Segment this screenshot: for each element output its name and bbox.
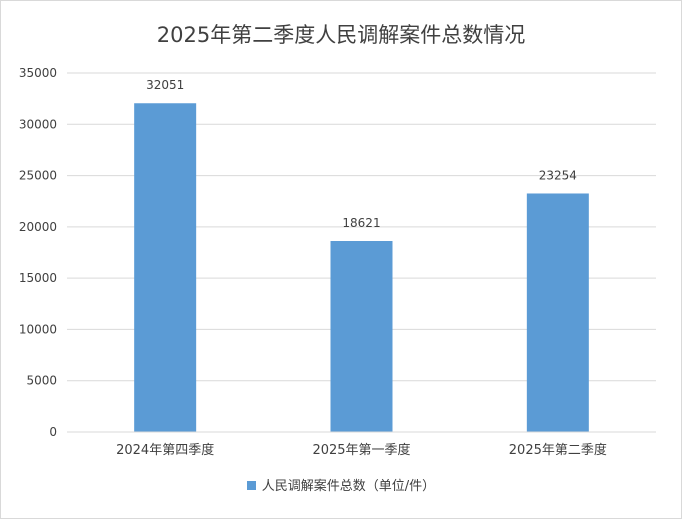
x-tick-label: 2025年第二季度 xyxy=(509,442,607,458)
bar xyxy=(134,103,197,432)
y-tick-label: 10000 xyxy=(19,322,57,336)
y-tick-label: 35000 xyxy=(19,66,57,80)
legend-swatch xyxy=(246,481,256,490)
bar-chart-plot: 0 5000 10000 15000 20000 25000 30000 35000 32051… xyxy=(19,66,656,458)
y-tick-label: 0 xyxy=(49,425,57,439)
legend-label: 人民调解案件总数（单位/件） xyxy=(261,479,436,494)
data-label: 18621 xyxy=(342,216,380,230)
data-label: 32051 xyxy=(146,78,184,92)
chart-legend: 人民调解案件总数（单位/件） xyxy=(1,475,681,494)
x-tick-label: 2025年第一季度 xyxy=(312,442,410,458)
y-tick-label: 5000 xyxy=(26,374,57,388)
y-tick-label: 30000 xyxy=(19,117,57,131)
x-tick-label: 2024年第四季度 xyxy=(116,442,214,458)
data-label: 23254 xyxy=(539,168,577,182)
y-tick-label: 15000 xyxy=(19,271,57,285)
chart-title: 2025年第二季度人民调解案件总数情况 xyxy=(156,23,526,47)
bar xyxy=(330,241,393,432)
y-tick-label: 25000 xyxy=(19,169,57,183)
bar xyxy=(526,193,589,432)
y-tick-label: 20000 xyxy=(19,220,57,234)
